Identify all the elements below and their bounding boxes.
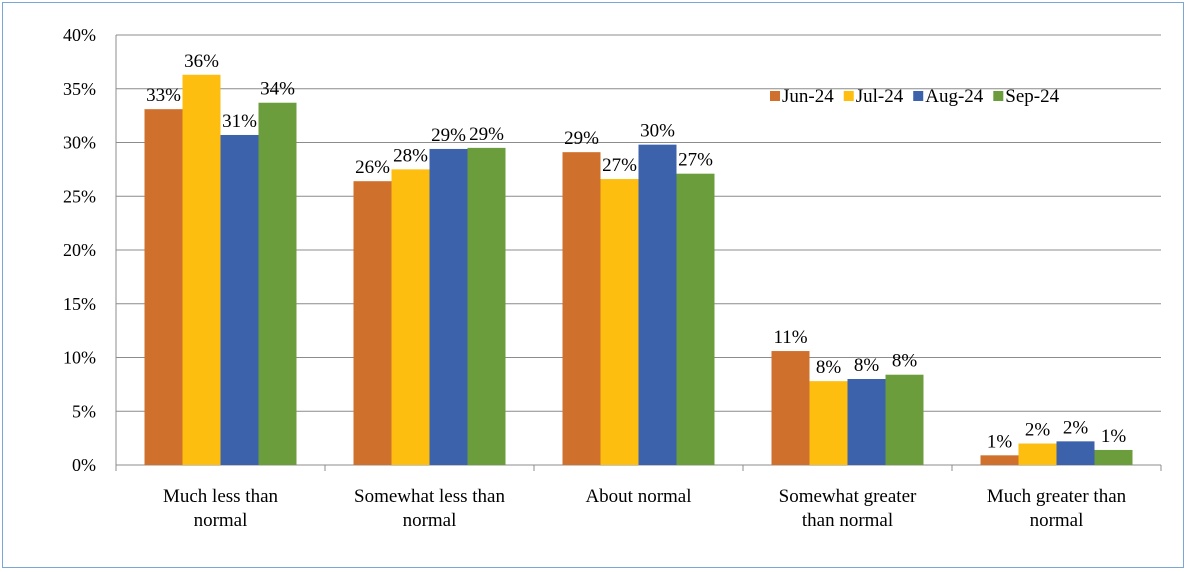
category-label: About normal [585, 486, 691, 507]
data-label: 29% [564, 128, 599, 149]
data-label: 27% [602, 155, 637, 176]
data-label: 2% [1063, 417, 1089, 438]
data-label: 8% [816, 357, 842, 378]
data-label: 36% [184, 51, 219, 72]
legend-swatch [913, 91, 924, 101]
bar-aug-24 [847, 379, 886, 465]
bar-jul-24 [1018, 443, 1057, 465]
y-tick-label: 0% [72, 455, 96, 475]
legend-label: Jun-24 [782, 86, 834, 107]
bar-aug-24 [429, 148, 468, 465]
data-label: 30% [640, 121, 675, 142]
category-label: Much less than [163, 486, 279, 507]
y-tick-label: 15% [63, 294, 96, 314]
legend-swatch [993, 91, 1004, 101]
y-tick-label: 25% [63, 186, 96, 206]
data-label: 29% [431, 125, 466, 146]
y-tick-label: 30% [63, 133, 96, 153]
y-tick-label: 35% [63, 79, 96, 99]
category-label: normal [194, 510, 248, 531]
data-label: 31% [222, 111, 257, 132]
bar-aug-24 [220, 134, 259, 465]
bar-jul-24 [182, 74, 221, 466]
bar-jul-24 [391, 169, 430, 465]
bar-jul-24 [809, 381, 848, 465]
category-label: Somewhat greater [779, 486, 917, 507]
category-label: normal [403, 510, 457, 531]
y-tick-label: 5% [72, 401, 96, 421]
data-label: 1% [987, 431, 1013, 452]
bar-jul-24 [600, 179, 639, 466]
bar-sep-24 [467, 147, 506, 465]
bar-jun-24 [980, 455, 1019, 465]
data-label: 29% [469, 124, 504, 145]
data-label: 34% [260, 79, 295, 100]
bar-aug-24 [638, 144, 677, 465]
legend-swatch [843, 91, 854, 101]
bar-jun-24 [562, 152, 601, 466]
data-label: 27% [678, 150, 713, 171]
legend-label: Sep-24 [1005, 86, 1059, 107]
bar-sep-24 [885, 374, 924, 465]
data-label: 26% [355, 157, 390, 178]
category-label: Much greater than [987, 486, 1127, 507]
y-tick-label: 20% [63, 240, 96, 260]
bar-sep-24 [676, 173, 715, 466]
bar-jun-24 [144, 109, 183, 466]
bar-sep-24 [258, 102, 297, 465]
legend-label: Aug-24 [925, 86, 984, 107]
data-label: 28% [393, 145, 428, 166]
bar-jun-24 [771, 351, 810, 465]
bar-sep-24 [1094, 449, 1133, 465]
y-tick-label: 40% [63, 25, 96, 45]
data-label: 33% [146, 85, 181, 106]
bar-jun-24 [353, 181, 392, 465]
legend-swatch [770, 91, 780, 101]
bar-aug-24 [1056, 441, 1095, 465]
category-label: Somewhat less than [354, 486, 505, 507]
data-label: 8% [854, 355, 880, 376]
data-label: 11% [773, 327, 807, 348]
data-label: 1% [1101, 426, 1127, 447]
category-label: than normal [802, 510, 893, 531]
y-tick-label: 10% [63, 348, 96, 368]
data-label: 8% [892, 351, 918, 372]
category-label: normal [1030, 510, 1084, 531]
legend-label: Jul-24 [856, 86, 904, 107]
data-label: 2% [1025, 420, 1051, 441]
